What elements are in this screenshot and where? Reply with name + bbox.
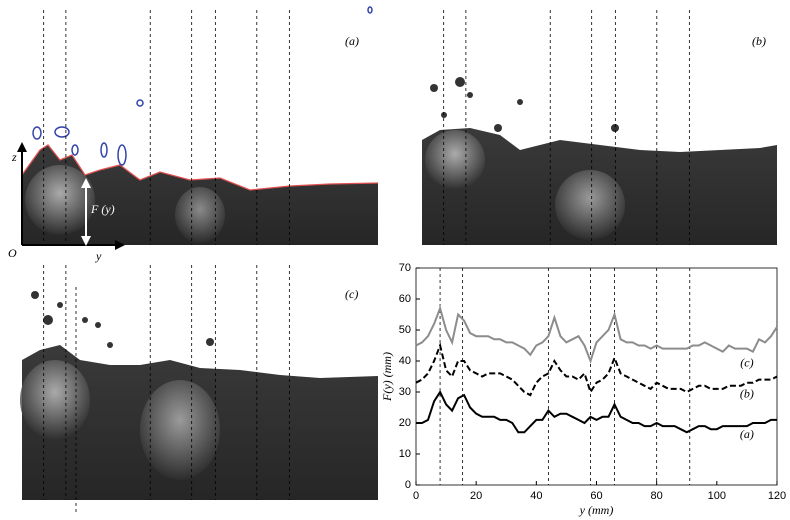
series-line bbox=[415, 305, 778, 364]
contour-line bbox=[21, 144, 379, 191]
image-light-blob bbox=[25, 165, 95, 235]
x-tick-label: 60 bbox=[590, 490, 602, 502]
series-line bbox=[415, 342, 778, 397]
x-tick-label: 120 bbox=[768, 490, 786, 502]
y-tick-label: 30 bbox=[399, 386, 411, 398]
x-tick-label: 20 bbox=[470, 490, 482, 502]
image-panel-a: z y O F (y) (a) bbox=[8, 6, 379, 263]
image-light-blob bbox=[20, 360, 90, 440]
droplet-contours bbox=[32, 6, 373, 166]
y-tick-label: 70 bbox=[399, 262, 411, 274]
panel-label: (a) bbox=[345, 34, 359, 48]
droplets bbox=[31, 291, 214, 348]
y-tick-label: 60 bbox=[399, 293, 411, 305]
series-label: (c) bbox=[740, 355, 753, 369]
panel-label: (c) bbox=[345, 287, 358, 301]
image-light-blob bbox=[555, 170, 625, 240]
y-axis-label: F(y) (mm) bbox=[380, 352, 394, 402]
axis-label-y: y bbox=[95, 249, 102, 263]
image-light-blob bbox=[140, 380, 220, 480]
origin-label: O bbox=[8, 246, 17, 260]
image-light-blob bbox=[175, 187, 225, 243]
y-tick-label: 10 bbox=[399, 448, 411, 460]
y-tick-label: 40 bbox=[399, 355, 411, 367]
plot-frame bbox=[415, 267, 778, 486]
y-tick-label: 20 bbox=[399, 417, 411, 429]
arrow-head bbox=[115, 240, 125, 250]
image-panel-b: (b) bbox=[422, 34, 777, 245]
image-panel-c: (c) bbox=[20, 287, 378, 515]
image-light-blob bbox=[425, 130, 485, 190]
panel-label: (b) bbox=[752, 34, 766, 48]
y-tick-label: 0 bbox=[405, 479, 411, 491]
y-tick-label: 50 bbox=[399, 324, 411, 336]
x-axis-label: y (mm) bbox=[579, 503, 614, 517]
height-label: F (y) bbox=[90, 202, 115, 216]
arrow-head bbox=[17, 142, 27, 152]
x-tick-label: 80 bbox=[651, 490, 663, 502]
series-line bbox=[416, 389, 777, 434]
axis-label-z: z bbox=[11, 150, 17, 164]
series-label: (b) bbox=[740, 386, 754, 400]
x-tick-label: 0 bbox=[413, 490, 419, 502]
droplets bbox=[430, 77, 619, 132]
x-tick-label: 40 bbox=[530, 490, 542, 502]
series-label: (a) bbox=[740, 427, 754, 441]
x-tick-label: 100 bbox=[708, 490, 726, 502]
